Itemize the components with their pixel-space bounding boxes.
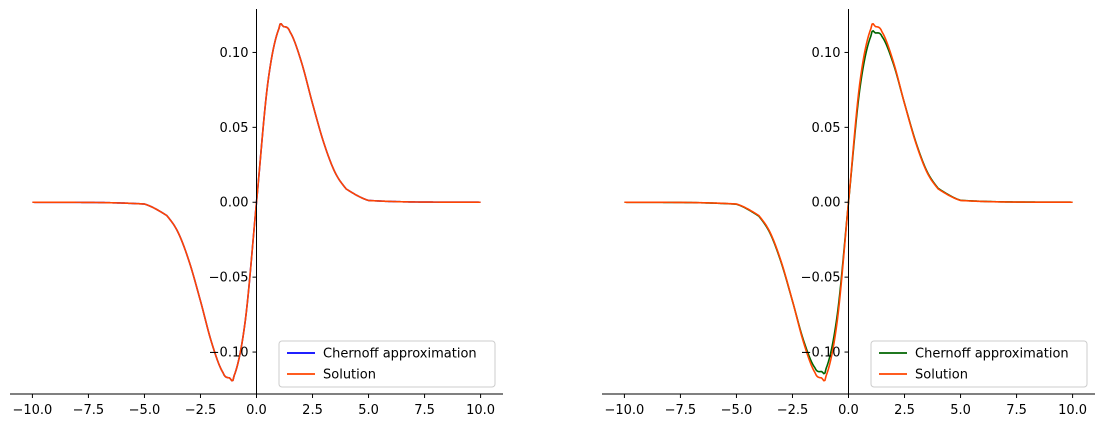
legend-label: Chernoff approximation [915,347,1069,362]
x-tick-label: −5.0 [721,403,753,418]
y-tick-label: 0.00 [812,196,841,211]
x-tick-label: 2.5 [894,403,915,418]
x-tick-label: −2.5 [185,403,217,418]
y-tick-label: 0.05 [220,121,249,136]
x-tick-label: 7.5 [1006,403,1027,418]
y-tick-label: −0.05 [209,271,249,286]
y-tick-label: 0.10 [812,46,841,61]
x-tick-label: 5.0 [358,403,379,418]
x-tick-label: −10.0 [12,403,52,418]
y-tick-label: −0.10 [209,346,249,361]
x-tick-label: 10.0 [1058,403,1087,418]
x-tick-label: −10.0 [604,403,644,418]
x-tick-label: 0.0 [246,403,267,418]
legend-label: Solution [915,368,968,383]
y-tick-label: −0.05 [801,271,841,286]
x-tick-label: −2.5 [777,403,809,418]
legend: Chernoff approximation Solution [278,340,496,388]
y-tick-label: 0.00 [220,196,249,211]
legend-frame [870,340,1088,388]
x-tick-label: 7.5 [414,403,435,418]
x-tick-label: 0.0 [838,403,859,418]
y-tick-label: 0.10 [220,46,249,61]
chart-right: −10.0 −7.5 −5.0 −2.5 0.0 2.5 5.0 7.5 10.0 0.10 0.0… [602,9,1095,418]
x-tick-label: −7.5 [73,403,105,418]
x-tick-label: 5.0 [950,403,971,418]
y-tick-label: 0.05 [812,121,841,136]
x-tick-label: −5.0 [129,403,161,418]
legend-label: Chernoff approximation [323,347,477,362]
x-tick-label: 2.5 [302,403,323,418]
legend-label: Solution [323,368,376,383]
x-tick-label: −7.5 [665,403,697,418]
chart-left: −10.0 −7.5 −5.0 −2.5 0.0 2.5 5.0 7.5 10.0 0.10 0.0… [10,9,503,418]
y-tick-label: −0.10 [801,346,841,361]
x-tick-label: 10.0 [466,403,495,418]
legend: Chernoff approximation Solution [870,340,1088,388]
legend-frame [278,340,496,388]
